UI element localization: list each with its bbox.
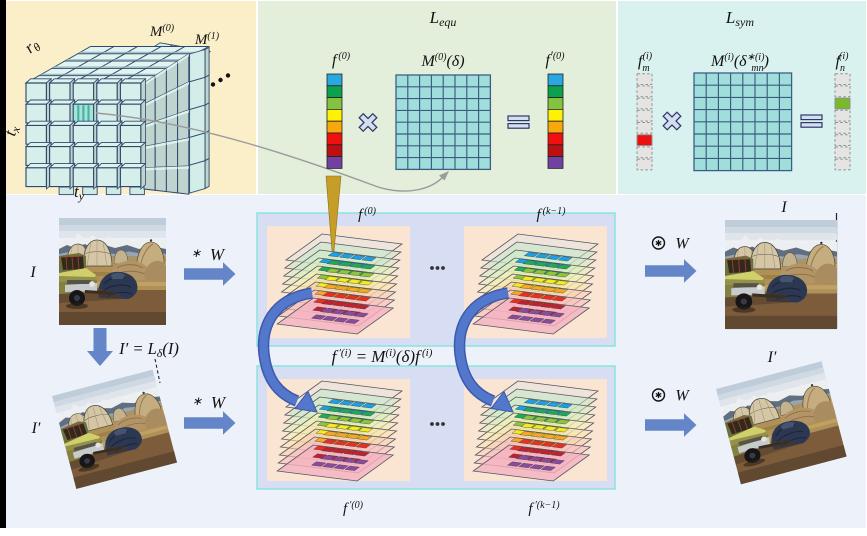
svg-text:f ′(i) = M(i)(δ)f (i): f ′(i) = M(i)(δ)f (i) <box>332 347 433 366</box>
svg-text:∗: ∗ <box>192 394 202 408</box>
svg-text:ty: ty <box>74 182 85 203</box>
svg-text:W: W <box>211 393 227 412</box>
svg-text:I: I <box>780 199 787 216</box>
svg-text:I′: I′ <box>767 349 777 366</box>
svg-text:M(0)(δ): M(0)(δ) <box>420 52 464 70</box>
svg-text:W: W <box>675 388 690 405</box>
svg-text:W: W <box>675 236 690 253</box>
svg-text:I′ = Lδ(I): I′ = Lδ(I) <box>118 339 179 360</box>
svg-text:I: I <box>29 264 36 281</box>
svg-text:∗: ∗ <box>191 246 201 260</box>
svg-text:I′: I′ <box>31 420 41 437</box>
svg-text:W: W <box>210 245 226 264</box>
svg-text:fm(i): fm(i) <box>638 51 653 74</box>
